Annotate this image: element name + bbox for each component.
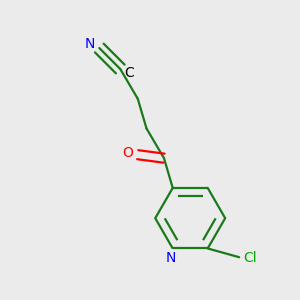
Text: Cl: Cl [243,251,256,265]
Text: C: C [124,65,134,80]
Text: N: N [166,251,176,265]
Text: N: N [85,37,95,51]
Text: O: O [122,146,134,160]
